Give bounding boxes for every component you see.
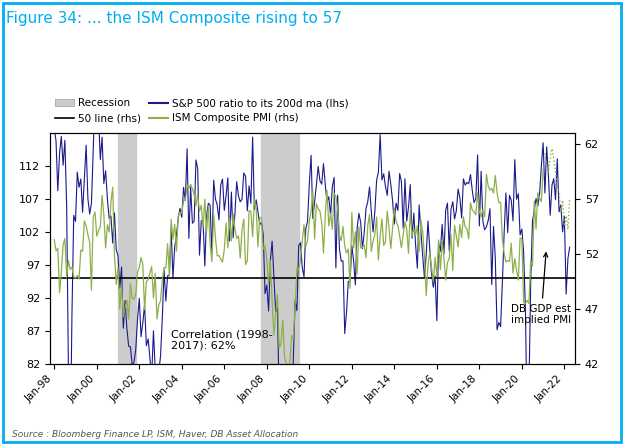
Text: Figure 34: ... the ISM Composite rising to 57: Figure 34: ... the ISM Composite rising … bbox=[6, 11, 342, 26]
Bar bbox=[118, 133, 136, 364]
Text: DB GDP est
implied PMI: DB GDP est implied PMI bbox=[511, 253, 571, 325]
Text: Source : Bloomberg Finance LP, ISM, Haver, DB Asset Allocation: Source : Bloomberg Finance LP, ISM, Have… bbox=[12, 430, 299, 439]
Legend: Recession, 50 line (rhs), S&P 500 ratio to its 200d ma (lhs), ISM Composite PMI : Recession, 50 line (rhs), S&P 500 ratio … bbox=[55, 98, 349, 123]
Text: Correlation (1998-
2017): 62%: Correlation (1998- 2017): 62% bbox=[171, 329, 273, 351]
Bar bbox=[261, 133, 299, 364]
